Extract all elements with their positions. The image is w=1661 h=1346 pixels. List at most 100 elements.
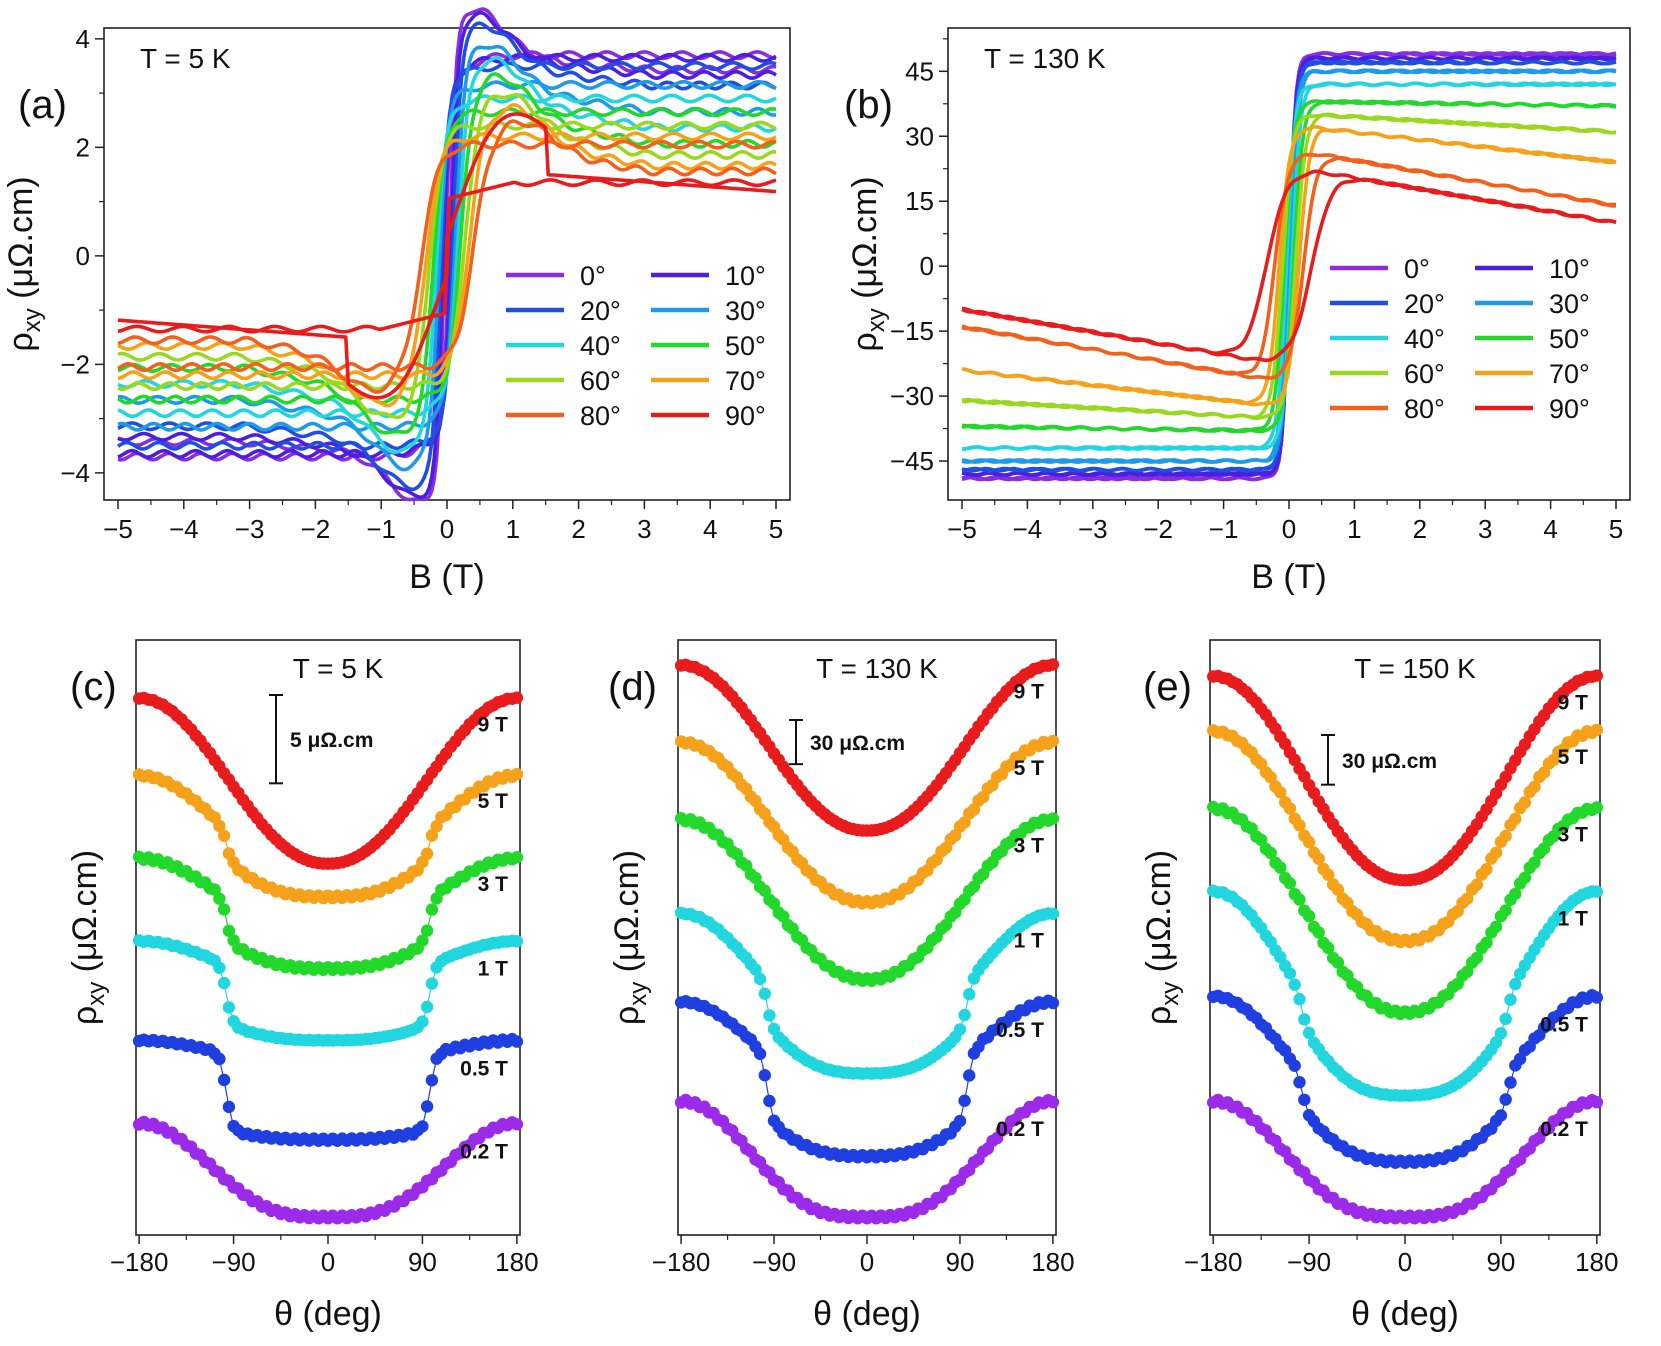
data-point [1590,669,1604,682]
y-tick-label: 2 [76,132,90,162]
x-tick-label: −3 [235,514,265,544]
data-point [1046,996,1060,1010]
temperature-annotation: T = 130 K [816,653,938,684]
data-point [1504,993,1517,1006]
y-tick-label: −15 [890,316,934,346]
data-point [1590,991,1604,1004]
data-point [425,903,439,916]
x-tick-label: 3 [637,514,651,544]
x-tick-label: 3 [1478,514,1492,544]
x-tick-label: −180 [110,1247,169,1277]
y-label-rho: ρ [608,1006,646,1025]
series-line-80deg-up [117,119,777,373]
data-point [213,892,226,905]
series-connector-line [680,740,1054,905]
data-point [1528,780,1541,794]
series-1T [674,906,1060,1080]
data-point [510,851,524,864]
series-9T [1207,669,1604,887]
data-point [420,1000,434,1014]
data-point [420,847,434,860]
data-point [1528,856,1541,869]
scale-bar-label: 30 μΩ.cm [810,732,905,755]
legend-label: 0° [1404,254,1430,284]
data-point [1046,1096,1060,1109]
data-point [510,691,524,704]
data-point [1283,802,1297,815]
x-tick-label: 1 [506,514,520,544]
x-axis-label: B (T) [409,558,485,596]
series-line-40deg-down [117,93,777,455]
data-point [217,903,231,916]
field-label: 0.2 T [460,1140,508,1163]
series-0p5T [1207,989,1604,1170]
data-point [222,1100,236,1114]
field-label: 1 T [1014,930,1045,953]
y-label-rho: ρ [846,332,884,351]
x-tick-label: 2 [571,514,585,544]
x-tick-label: −1 [1209,514,1239,544]
series-5T [1207,723,1604,949]
x-tick-label: −90 [212,1247,256,1277]
data-point [430,820,443,833]
data-point [1499,1012,1512,1026]
data-point [416,934,429,947]
data-point [222,1001,236,1014]
x-tick-label: −2 [301,514,331,544]
legend-label: 30° [725,296,766,326]
y-label-rho: ρ [1140,1006,1178,1025]
x-axis-label: θ (deg) [813,1295,921,1333]
scale-bar-label: 5 μΩ.cm [290,729,373,752]
data-point [1046,812,1060,825]
series-line-70deg-down [961,125,1617,405]
data-point [1509,812,1522,826]
x-tick-label: 5 [1609,514,1623,544]
field-label: 0.2 T [1540,1118,1588,1141]
data-point [222,924,236,937]
legend-label: 60° [580,366,621,396]
y-tick-label: −4 [60,458,90,488]
data-point [1470,878,1484,891]
data-point [1590,1096,1604,1109]
data-point [958,1008,971,1022]
x-tick-label: −4 [169,514,199,544]
data-point [1302,1026,1316,1040]
data-point [1254,833,1268,846]
data-point [1590,801,1604,814]
field-label: 0.2 T [996,1118,1044,1141]
y-axis-label: ρxy (μΩ.cm) [1140,850,1184,1025]
data-point [420,1100,434,1113]
panel-e: −180 −90 0 90 180 θ (deg) ρxy (μΩ.cm) (e) T = 15… [1140,639,1618,1333]
x-tick-label: 0 [1398,1247,1412,1277]
legend-label: 10° [725,261,766,291]
legend-label: 40° [1404,324,1445,354]
panel-label: (a) [18,83,67,127]
data-point [1288,978,1301,991]
data-point [1293,1076,1306,1089]
field-label: 0.5 T [1540,1013,1588,1036]
y-tick-label: −2 [60,349,90,379]
series-0p5T [132,1032,524,1148]
series-line-70deg-up [117,103,777,381]
legend-label: 80° [1404,394,1445,424]
data-point [763,1009,776,1022]
legend-label: 0° [580,261,606,291]
series-5T [132,767,524,905]
data-point [425,829,439,842]
field-label: 1 T [478,957,509,980]
data-point [1518,871,1532,884]
y-tick-label: 0 [76,241,90,271]
series-line-80deg-down [117,139,777,394]
legend-label: 70° [1549,359,1590,389]
legend-label: 50° [725,331,766,361]
y-tick-label: 15 [905,186,934,216]
temperature-annotation: T = 5 K [293,653,384,684]
y-axis-label: ρxy (μΩ.cm) [2,176,46,351]
x-tick-label: −2 [1143,514,1173,544]
data-point [1312,852,1325,865]
field-label: 3 T [1558,824,1589,847]
data-point [1480,863,1493,876]
x-tick-label: 4 [1543,514,1557,544]
